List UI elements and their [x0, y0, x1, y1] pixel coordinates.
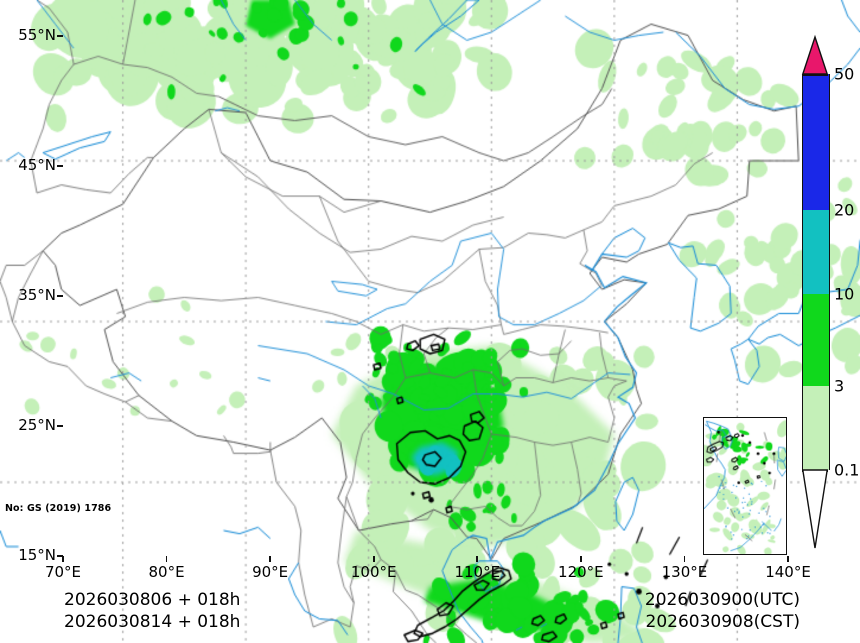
cb-band-10-20 [802, 210, 830, 294]
footer-init-utc: 2026030806 + 018h [64, 590, 241, 610]
x-axis-tick-mark [269, 556, 271, 562]
x-axis-tick-label-80: 80°E [148, 563, 185, 581]
y-axis-tick-mark [57, 295, 63, 297]
colorbar-min-arrow [801, 469, 829, 549]
footer-valid-utc: 2026030900(UTC) [644, 590, 800, 610]
colorbar-tick-label-10: 10 [834, 284, 855, 304]
y-axis-tick-label-25: 25°N [18, 416, 56, 434]
colorbar-tick-label-50: 50 [834, 64, 855, 84]
cb-band-3-10 [802, 294, 830, 386]
x-axis-tick-label-100: 100°E [350, 563, 397, 581]
x-axis-tick-mark [580, 556, 582, 562]
x-axis-tick-label-120: 120°E [558, 563, 604, 581]
x-axis-tick-label-90: 90°E [252, 563, 289, 581]
y-axis-tick-mark [57, 425, 63, 427]
x-axis-tick-mark [683, 556, 686, 562]
inset-map-canvas [704, 418, 786, 554]
map-credit-text: No: GS (2019) 1786 [5, 503, 112, 514]
y-axis-tick-mark [57, 165, 63, 167]
colorbar-max-arrow [801, 34, 829, 75]
y-axis-tick-mark [57, 35, 63, 37]
x-axis-tick-label-140: 140°E [765, 563, 811, 581]
colorbar: 50 20 10 3 0.1 [801, 34, 859, 556]
south-china-sea-inset [703, 417, 787, 555]
colorbar-tick-label-0.1: 0.1 [834, 460, 860, 480]
x-axis-tick-mark [476, 556, 479, 562]
cb-band-20-50 [802, 74, 830, 210]
y-axis-tick-label-55: 55°N [18, 26, 56, 44]
x-axis-tick-mark [62, 556, 64, 562]
colorbar-tick-label-20: 20 [834, 200, 855, 220]
x-axis-tick-label-70: 70°E [44, 563, 82, 581]
x-axis-tick-mark [787, 556, 789, 562]
x-axis-tick-mark [372, 556, 375, 562]
y-axis-tick-mark [57, 555, 63, 557]
x-axis-tick-label-130: 130°E [661, 563, 708, 581]
cb-boundary-line [802, 74, 828, 76]
footer-init-cst: 2026030814 + 018h [64, 612, 241, 632]
colorbar-tick-label-3: 3 [834, 376, 845, 396]
y-axis-tick-label-35: 35°N [18, 286, 56, 304]
footer-valid-cst: 2026030908(CST) [645, 612, 800, 632]
y-axis-tick-label-45: 45°N [18, 156, 56, 174]
x-axis-tick-mark [165, 556, 168, 562]
cb-band-0.1-3 [802, 386, 830, 470]
y-axis-tick-label-15: 15°N [18, 546, 56, 564]
x-axis-tick-label-110: 110°E [454, 563, 501, 581]
